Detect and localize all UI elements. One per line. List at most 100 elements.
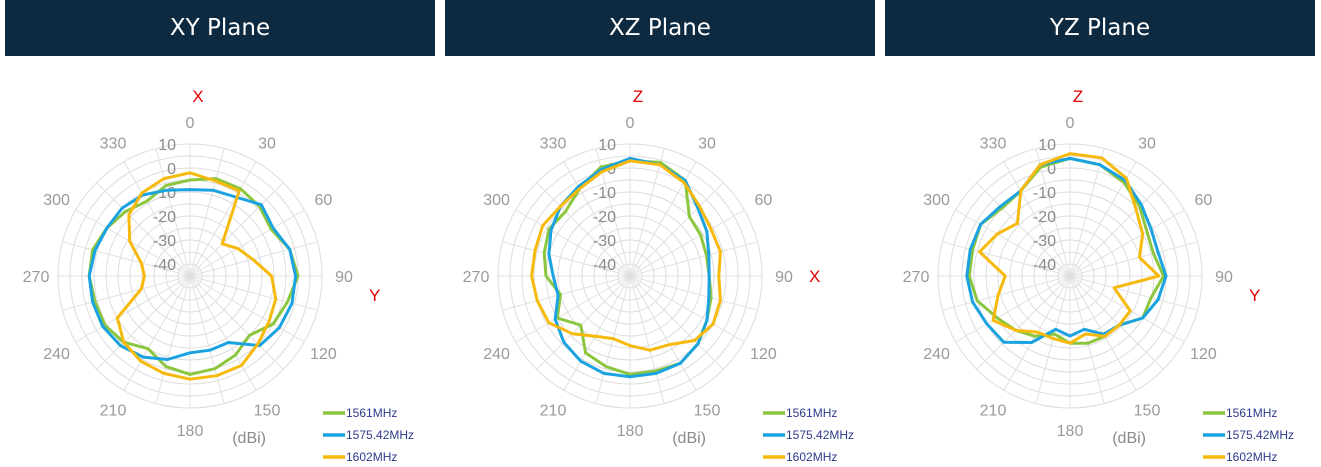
angle-tick-label: 120 bbox=[1190, 346, 1217, 363]
grid-spoke bbox=[1069, 209, 1185, 277]
grid-spoke bbox=[563, 275, 631, 391]
grid-spoke bbox=[629, 148, 665, 277]
grid-spoke bbox=[189, 275, 257, 391]
xy-plane-panel: XY Plane 0 30 60 90 120 150 180 210 240 270 300 330… bbox=[5, 0, 435, 467]
angle-tick-label: 120 bbox=[750, 346, 777, 363]
angle-tick-label: 30 bbox=[258, 136, 276, 153]
grid-spoke bbox=[502, 241, 631, 277]
radial-tick-label: -20 bbox=[1033, 209, 1056, 226]
grid-spoke bbox=[629, 241, 758, 277]
angle-tick-label: 270 bbox=[463, 269, 490, 286]
series-line bbox=[978, 152, 1161, 345]
grid-spoke bbox=[629, 182, 724, 277]
angle-tick-label: 150 bbox=[254, 402, 281, 419]
angle-tick-label: 150 bbox=[1134, 402, 1161, 419]
axis-letter-top: Z bbox=[633, 87, 643, 106]
angle-tick-label: 180 bbox=[1057, 423, 1084, 440]
grid-spoke bbox=[1069, 275, 1105, 404]
radial-tick-label: -40 bbox=[153, 257, 176, 274]
angle-tick-label: 90 bbox=[1215, 269, 1233, 286]
grid-spoke bbox=[155, 148, 191, 277]
angle-tick-label: 330 bbox=[980, 136, 1007, 153]
unit-label: (dBi) bbox=[232, 430, 266, 447]
series-line bbox=[115, 171, 278, 381]
grid-spoke bbox=[96, 275, 191, 370]
legend-label: 1602MHz bbox=[1226, 450, 1277, 464]
angle-tick-label: 150 bbox=[694, 402, 721, 419]
angle-tick-label: 240 bbox=[483, 346, 510, 363]
series-line bbox=[547, 156, 711, 379]
grid-spoke bbox=[75, 209, 191, 277]
series-line bbox=[530, 159, 722, 352]
grid-spoke bbox=[629, 275, 758, 311]
grid-spoke bbox=[189, 275, 305, 343]
grid-spoke bbox=[1069, 148, 1105, 277]
radial-tick-label: 0 bbox=[167, 161, 176, 178]
grid-spoke bbox=[96, 182, 191, 277]
axis-letter-top: X bbox=[192, 87, 203, 106]
panel-title: YZ Plane bbox=[885, 0, 1315, 56]
radial-tick-label: -10 bbox=[593, 185, 616, 202]
grid-spoke bbox=[189, 161, 257, 277]
grid-spoke bbox=[629, 275, 665, 404]
panel-title: XZ Plane bbox=[445, 0, 875, 56]
radial-tick-label: -30 bbox=[1033, 233, 1056, 250]
grid-spoke bbox=[536, 182, 631, 277]
axis-letter-right: Y bbox=[369, 286, 380, 305]
yz-plane-panel: YZ Plane 0 30 60 90 120 150 180 210 240 270 300 330… bbox=[885, 0, 1315, 467]
angle-tick-label: 60 bbox=[1195, 192, 1213, 209]
angle-tick-label: 330 bbox=[540, 136, 567, 153]
radial-tick-label: -30 bbox=[153, 233, 176, 250]
angle-tick-label: 240 bbox=[43, 346, 70, 363]
angle-tick-label: 210 bbox=[100, 402, 127, 419]
angle-tick-label: 120 bbox=[310, 346, 337, 363]
legend-label: 1561MHz bbox=[1226, 406, 1277, 420]
xz-plane-panel: XZ Plane 0 30 60 90 120 150 180 210 240 270 300 330… bbox=[445, 0, 875, 467]
legend-label: 1561MHz bbox=[786, 406, 837, 420]
angle-tick-label: 270 bbox=[23, 269, 50, 286]
grid-spoke bbox=[1069, 275, 1185, 343]
angle-tick-label: 60 bbox=[315, 192, 333, 209]
grid-spoke bbox=[62, 275, 191, 311]
radial-tick-label: 0 bbox=[1047, 161, 1056, 178]
angle-tick-label: 0 bbox=[186, 115, 195, 132]
grid-spoke bbox=[1069, 182, 1164, 277]
series-line bbox=[87, 188, 298, 361]
angle-tick-label: 210 bbox=[540, 402, 567, 419]
angle-tick-label: 60 bbox=[755, 192, 773, 209]
grid-spoke bbox=[629, 275, 745, 343]
legend-label: 1575.42MHz bbox=[346, 428, 414, 442]
radial-tick-label: -30 bbox=[593, 233, 616, 250]
grid-spoke bbox=[123, 161, 191, 277]
angle-tick-label: 180 bbox=[177, 423, 204, 440]
grid-spoke bbox=[955, 209, 1071, 277]
grid-spoke bbox=[629, 209, 745, 277]
grid-spoke bbox=[629, 161, 697, 277]
angle-tick-label: 180 bbox=[617, 423, 644, 440]
grid-spoke bbox=[976, 275, 1071, 370]
radial-tick-label: 10 bbox=[1038, 137, 1056, 154]
radial-tick-label: -10 bbox=[1033, 185, 1056, 202]
angle-tick-label: 30 bbox=[698, 136, 716, 153]
grid-spoke bbox=[629, 275, 697, 391]
angle-tick-label: 300 bbox=[483, 192, 510, 209]
panel-title: XY Plane bbox=[5, 0, 435, 56]
axis-letter-right: Y bbox=[1249, 286, 1260, 305]
radial-tick-label: -20 bbox=[593, 209, 616, 226]
grid-spoke bbox=[189, 209, 305, 277]
unit-label: (dBi) bbox=[1112, 430, 1146, 447]
radial-tick-label: 10 bbox=[598, 137, 616, 154]
angle-tick-label: 0 bbox=[626, 115, 635, 132]
grid-spoke bbox=[955, 275, 1071, 343]
grid-spoke bbox=[1035, 148, 1071, 277]
axis-letter-top: Z bbox=[1073, 87, 1083, 106]
legend-label: 1561MHz bbox=[346, 406, 397, 420]
angle-tick-label: 330 bbox=[100, 136, 127, 153]
legend-label: 1602MHz bbox=[346, 450, 397, 464]
grid-spoke bbox=[515, 209, 631, 277]
grid-spoke bbox=[629, 275, 724, 370]
grid-spoke bbox=[515, 275, 631, 343]
grid-spoke bbox=[189, 275, 318, 311]
